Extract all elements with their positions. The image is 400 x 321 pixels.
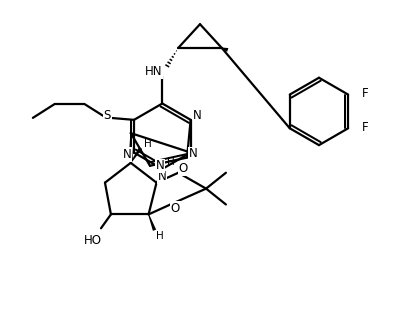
Text: N: N [156,159,164,172]
Text: H: H [156,231,163,241]
Text: HN: HN [145,65,162,78]
Polygon shape [156,166,165,183]
Text: N: N [158,170,167,183]
Text: S: S [104,109,111,122]
Text: N: N [188,147,197,160]
Polygon shape [128,135,133,161]
Text: N: N [123,148,132,161]
Text: H: H [166,157,174,167]
Text: HO: HO [84,234,102,247]
Polygon shape [148,214,156,231]
Polygon shape [222,48,228,52]
Text: H: H [144,139,152,149]
Text: N: N [193,109,202,122]
Text: F: F [362,121,369,134]
Text: F: F [362,87,369,100]
Polygon shape [130,147,142,163]
Text: O: O [171,202,180,215]
Text: O: O [179,162,188,175]
